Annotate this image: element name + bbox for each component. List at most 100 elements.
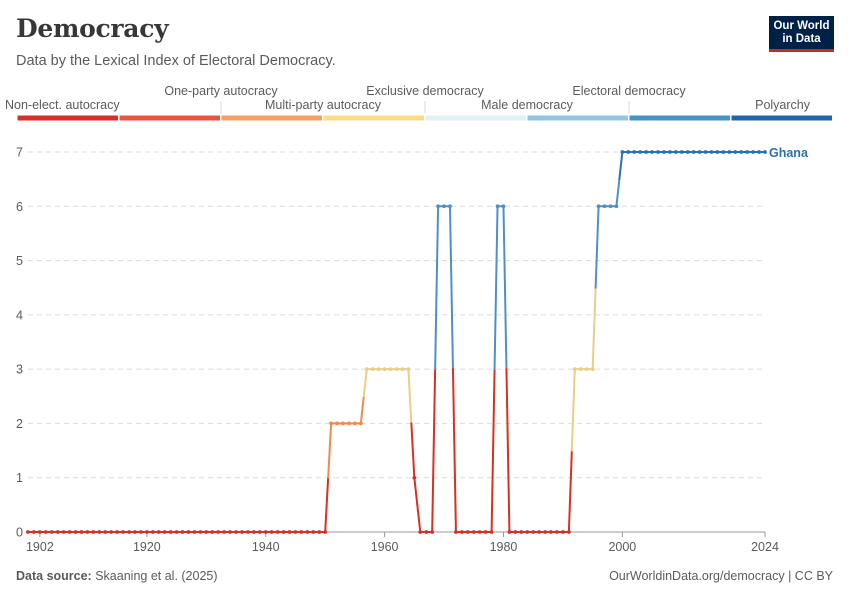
data-point[interactable] [311, 530, 316, 534]
owid-logo[interactable]: Our World in Data [769, 16, 834, 52]
data-point[interactable] [156, 530, 161, 534]
data-point[interactable] [305, 530, 310, 534]
data-point[interactable] [198, 530, 203, 534]
legend-label-4[interactable]: Male democracy [481, 98, 573, 112]
data-point[interactable] [287, 530, 292, 534]
data-point[interactable] [668, 150, 672, 154]
data-point[interactable] [501, 204, 506, 209]
data-point[interactable] [691, 150, 696, 154]
data-point[interactable] [394, 367, 399, 372]
data-point[interactable] [424, 530, 429, 534]
data-point[interactable] [537, 530, 542, 534]
data-point[interactable] [317, 530, 322, 534]
data-point[interactable] [85, 530, 90, 534]
data-point[interactable] [632, 150, 637, 154]
data-point[interactable] [323, 530, 328, 534]
data-point[interactable] [299, 530, 304, 534]
data-point[interactable] [644, 150, 649, 154]
data-point[interactable] [263, 530, 268, 534]
data-point[interactable] [638, 150, 643, 154]
data-point[interactable] [133, 530, 137, 534]
data-point[interactable] [549, 530, 553, 534]
data-point[interactable] [561, 530, 565, 534]
data-point[interactable] [620, 150, 625, 154]
data-point[interactable] [103, 530, 108, 534]
data-point[interactable] [483, 530, 488, 534]
data-point[interactable] [358, 421, 363, 426]
data-point[interactable] [210, 530, 215, 534]
data-point[interactable] [174, 530, 179, 534]
data-point[interactable] [739, 150, 744, 154]
data-point[interactable] [465, 530, 470, 534]
data-point[interactable] [590, 367, 595, 372]
legend-swatch-4[interactable] [425, 115, 527, 121]
data-point[interactable] [121, 530, 125, 534]
legend-label-2[interactable]: Multi-party autocracy [265, 98, 382, 112]
legend-swatch-2[interactable] [221, 115, 323, 121]
data-point[interactable] [364, 367, 369, 372]
data-point[interactable] [275, 530, 280, 534]
data-point[interactable] [115, 530, 120, 534]
data-point[interactable] [596, 204, 601, 209]
data-point[interactable] [400, 367, 405, 372]
legend-swatch-3[interactable] [323, 115, 425, 121]
legend-swatch-7[interactable] [731, 115, 833, 121]
data-point[interactable] [650, 150, 654, 154]
data-point[interactable] [442, 204, 446, 209]
data-point[interactable] [32, 530, 36, 534]
data-point[interactable] [448, 204, 452, 209]
data-point[interactable] [727, 150, 732, 154]
data-point[interactable] [513, 530, 518, 534]
legend-swatch-1[interactable] [119, 115, 221, 121]
data-point[interactable] [257, 530, 262, 534]
data-point[interactable] [37, 530, 42, 534]
data-point[interactable] [531, 530, 536, 534]
data-point[interactable] [73, 530, 78, 534]
data-point[interactable] [281, 530, 286, 534]
data-point[interactable] [757, 150, 761, 154]
data-point[interactable] [763, 150, 767, 154]
data-point[interactable] [656, 150, 660, 154]
data-point[interactable] [626, 150, 631, 154]
legend-swatch-6[interactable] [629, 115, 731, 121]
data-point[interactable] [471, 530, 476, 534]
data-point[interactable] [751, 150, 756, 154]
data-point[interactable] [495, 204, 500, 209]
data-point[interactable] [673, 150, 678, 154]
data-point[interactable] [608, 204, 613, 209]
data-point[interactable] [602, 204, 607, 209]
data-point[interactable] [436, 204, 441, 209]
data-point[interactable] [721, 150, 726, 154]
data-point[interactable] [109, 530, 114, 534]
series-label-ghana[interactable]: Ghana [769, 146, 809, 160]
data-point[interactable] [347, 421, 351, 426]
data-point[interactable] [519, 530, 524, 534]
data-point[interactable] [745, 150, 750, 154]
legend-label-6[interactable]: Polyarchy [755, 98, 811, 112]
data-point[interactable] [662, 150, 666, 154]
data-point[interactable] [97, 530, 102, 534]
data-point[interactable] [222, 530, 227, 534]
data-point[interactable] [578, 367, 583, 372]
data-point[interactable] [341, 421, 345, 426]
data-point[interactable] [79, 530, 84, 534]
data-point[interactable] [566, 530, 571, 534]
data-point[interactable] [679, 150, 684, 154]
data-point[interactable] [388, 367, 393, 372]
data-point[interactable] [228, 530, 232, 534]
data-point[interactable] [216, 530, 221, 534]
data-point[interactable] [240, 530, 244, 534]
legend-swatch-5[interactable] [527, 115, 629, 121]
data-point[interactable] [162, 530, 167, 534]
data-point[interactable] [293, 530, 298, 534]
data-point[interactable] [67, 530, 72, 534]
data-point[interactable] [543, 530, 547, 534]
data-point[interactable] [43, 530, 48, 534]
data-point[interactable] [614, 204, 619, 209]
data-point[interactable] [192, 530, 197, 534]
data-point[interactable] [61, 530, 66, 534]
legend-label-0[interactable]: Non-elect. autocracy [5, 98, 120, 112]
data-point[interactable] [406, 367, 411, 372]
data-point[interactable] [715, 150, 720, 154]
data-point[interactable] [127, 530, 131, 534]
